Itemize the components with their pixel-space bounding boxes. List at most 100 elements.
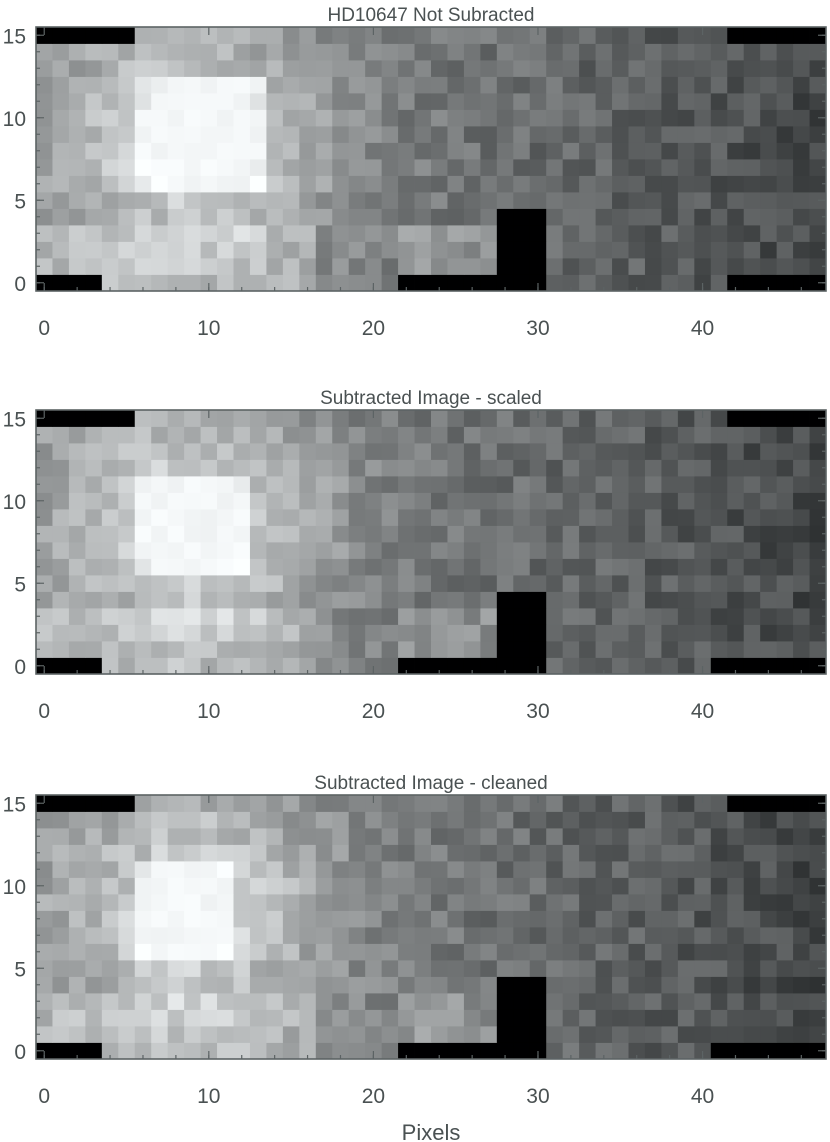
heatmap-cell	[200, 192, 218, 209]
heatmap-cell	[184, 993, 201, 1010]
heatmap-cell	[644, 1009, 662, 1027]
heatmap-cell	[463, 142, 481, 160]
heatmap-cell	[118, 960, 136, 977]
heatmap-cell	[68, 943, 86, 961]
heatmap-cell	[118, 93, 136, 110]
heatmap-cell	[249, 126, 267, 143]
heatmap-cell	[743, 542, 761, 559]
heatmap-cell	[431, 828, 448, 845]
heatmap-cell	[743, 1042, 761, 1060]
heatmap-cell	[299, 1026, 317, 1043]
heatmap-cell	[694, 811, 712, 829]
heatmap-cell	[101, 126, 119, 143]
heatmap-cell	[398, 241, 415, 259]
heatmap-cell	[134, 624, 152, 642]
heatmap-cell	[217, 109, 234, 127]
heatmap-cell	[793, 591, 810, 609]
heatmap-cell	[743, 258, 761, 275]
heatmap-cell	[217, 410, 234, 427]
heatmap-cell	[381, 861, 399, 878]
heatmap-cell	[628, 476, 646, 493]
heatmap-cell	[348, 443, 366, 460]
heatmap-cell	[200, 1009, 218, 1027]
heatmap-cell	[249, 410, 267, 427]
heatmap-cell	[332, 126, 350, 143]
heatmap-cell	[68, 459, 86, 477]
heatmap-cell	[546, 960, 564, 977]
heatmap-cell	[184, 976, 201, 994]
heatmap-cell	[101, 142, 119, 160]
heatmap-cell	[414, 608, 432, 625]
heatmap-cell	[414, 844, 432, 862]
heatmap-cell	[776, 476, 794, 493]
panel-title: Subtracted Image - scaled	[320, 388, 542, 409]
heatmap-cell	[776, 60, 794, 77]
heatmap-cell	[595, 60, 613, 77]
heatmap-cell	[612, 159, 629, 176]
heatmap-cell	[332, 558, 350, 576]
heatmap-cell	[743, 943, 761, 961]
heatmap-cell	[118, 910, 136, 928]
heatmap-cell	[694, 109, 712, 127]
heatmap-cell	[793, 93, 810, 110]
heatmap-cell	[365, 76, 383, 94]
heatmap-cell	[381, 525, 399, 543]
heatmap-cell	[398, 894, 415, 911]
heatmap-cell	[332, 208, 350, 226]
heatmap-cell	[727, 192, 745, 209]
heatmap-cell	[36, 43, 53, 61]
heatmap-cell	[431, 426, 448, 444]
heatmap-cell	[315, 208, 333, 226]
heatmap-cell	[217, 1009, 234, 1027]
heatmap-cell	[332, 608, 350, 625]
heatmap-cell	[134, 60, 152, 77]
heatmap-cell	[546, 657, 564, 675]
heatmap-cell	[644, 910, 662, 928]
heatmap-cell	[809, 1042, 827, 1060]
heatmap-cell	[381, 828, 399, 845]
heatmap-cell	[644, 175, 662, 193]
heatmap-cell	[266, 126, 284, 143]
heatmap-cell	[282, 1026, 300, 1043]
heatmap-cell	[562, 126, 580, 143]
heatmap-cell	[249, 558, 267, 576]
heatmap-cell	[776, 43, 794, 61]
heatmap-cell	[85, 274, 103, 292]
heatmap-cell	[217, 542, 234, 559]
heatmap-cell	[612, 426, 629, 444]
heatmap-cell	[562, 844, 580, 862]
heatmap-cell	[315, 960, 333, 977]
heatmap-cell	[463, 208, 481, 226]
heatmap-cell	[562, 1009, 580, 1027]
heatmap-cell	[381, 476, 399, 493]
heatmap-cell	[809, 126, 827, 143]
heatmap-cell	[661, 608, 679, 625]
heatmap-cell	[217, 443, 234, 460]
heatmap-cell	[217, 828, 234, 845]
heatmap-cell	[233, 641, 251, 658]
heatmap-cell	[282, 844, 300, 862]
heatmap-cell	[776, 525, 794, 543]
heatmap-cell	[743, 993, 761, 1010]
heatmap-cell	[101, 492, 119, 510]
heatmap-cell	[233, 509, 251, 526]
heatmap-cell	[694, 591, 712, 609]
heatmap-cell	[151, 459, 169, 477]
heatmap-cell	[398, 258, 415, 275]
heatmap-cell	[233, 960, 251, 977]
heatmap-cell	[299, 943, 317, 961]
heatmap-cell	[743, 225, 761, 242]
heatmap-cell	[694, 608, 712, 625]
heatmap-cell	[628, 241, 646, 259]
heatmap-cell	[480, 811, 498, 829]
heatmap-cell	[233, 109, 251, 127]
heatmap-cell	[612, 1026, 629, 1043]
heatmap-cell	[677, 828, 695, 845]
heatmap-cell	[134, 861, 152, 878]
heatmap-cell	[414, 877, 432, 895]
heatmap-cell	[562, 542, 580, 559]
heatmap-cell	[101, 976, 119, 994]
heatmap-cell	[447, 910, 465, 928]
heatmap-cell	[579, 542, 596, 559]
heatmap-cell	[496, 943, 514, 961]
